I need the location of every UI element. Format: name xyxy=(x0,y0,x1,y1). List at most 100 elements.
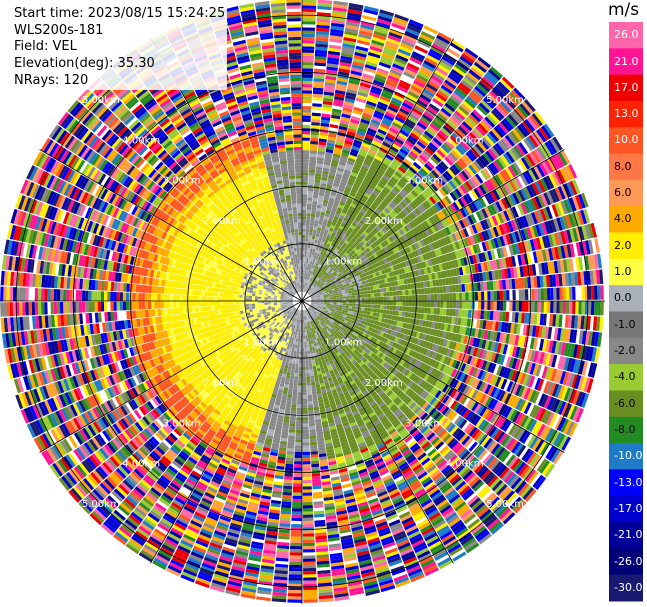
gate-cell xyxy=(305,279,308,283)
gate-cell xyxy=(405,184,413,192)
gate-cell xyxy=(322,278,326,282)
gate-cell xyxy=(317,0,333,4)
gate-cell xyxy=(306,286,309,290)
gate-cell xyxy=(397,110,409,119)
gate-cell xyxy=(414,143,424,152)
gate-cell xyxy=(339,303,343,306)
gate-cell xyxy=(344,140,353,146)
gate-cell xyxy=(336,80,348,86)
gate-cell xyxy=(335,86,347,92)
gate-cell xyxy=(389,286,393,292)
gate-cell xyxy=(367,198,374,204)
gate-cell xyxy=(376,18,392,26)
gate-cell xyxy=(372,140,382,147)
gate-cell xyxy=(370,293,375,298)
gate-cell xyxy=(420,65,434,75)
gate-cell xyxy=(396,295,400,301)
gate-cell xyxy=(377,214,384,221)
gate-cell xyxy=(320,273,324,277)
gate-cell xyxy=(313,226,318,231)
gate-cell xyxy=(337,263,342,268)
gate-cell xyxy=(320,183,327,188)
gate-cell xyxy=(457,58,472,69)
gate-cell xyxy=(427,105,438,115)
gate-cell xyxy=(310,271,314,275)
gate-cell xyxy=(449,301,453,309)
gate-cell xyxy=(305,228,310,233)
gate-cell xyxy=(374,297,378,301)
gate-cell xyxy=(377,296,381,301)
gate-cell xyxy=(303,285,305,289)
gate-cell xyxy=(315,166,323,171)
gate-cell xyxy=(369,121,380,129)
gate-cell xyxy=(486,71,499,83)
gate-cell xyxy=(362,73,374,80)
gate-cell xyxy=(338,68,351,74)
gate-cell xyxy=(332,156,340,162)
gate-cell xyxy=(435,66,449,77)
gate-cell xyxy=(364,157,373,164)
gate-cell xyxy=(349,239,355,245)
gate-cell xyxy=(305,269,307,273)
gate-cell xyxy=(349,174,357,181)
gate-cell xyxy=(311,274,314,278)
gate-cell xyxy=(312,258,316,263)
gate-cell xyxy=(375,196,383,203)
gate-cell xyxy=(427,80,440,90)
gate-cell xyxy=(307,194,313,198)
gate-cell xyxy=(377,292,381,297)
gate-cell xyxy=(361,294,365,298)
gate-cell xyxy=(369,91,380,99)
gate-cell xyxy=(396,134,406,143)
gate-cell xyxy=(332,250,337,256)
gate-cell xyxy=(405,301,409,307)
gate-cell xyxy=(453,130,464,141)
gate-cell xyxy=(377,15,393,23)
gate-cell xyxy=(318,221,323,225)
gate-cell xyxy=(515,301,519,312)
gate-cell xyxy=(384,83,396,91)
gate-cell xyxy=(334,226,339,231)
gate-cell xyxy=(332,218,338,224)
gate-cell xyxy=(454,110,466,121)
gate-cell xyxy=(355,177,363,184)
gate-cell xyxy=(323,249,328,254)
gate-cell xyxy=(311,118,321,123)
gate-cell xyxy=(315,172,322,177)
gate-cell xyxy=(333,236,338,241)
gate-cell xyxy=(314,52,327,57)
gate-cell xyxy=(302,156,309,160)
gate-cell xyxy=(388,72,401,80)
gate-cell xyxy=(407,115,418,124)
gate-cell xyxy=(428,103,440,113)
gate-cell xyxy=(368,48,382,56)
gate-cell xyxy=(352,298,356,301)
gate-cell xyxy=(354,194,362,200)
gate-cell xyxy=(342,40,356,46)
gate-cell xyxy=(302,46,315,50)
gate-cell xyxy=(349,73,362,79)
gate-cell xyxy=(364,294,368,298)
gate-cell xyxy=(416,156,426,165)
gate-cell xyxy=(361,304,365,308)
gate-cell xyxy=(314,279,317,284)
gate-cell xyxy=(440,84,453,95)
gate-cell xyxy=(364,301,368,305)
gate-cell xyxy=(379,288,384,293)
gate-cell xyxy=(321,113,331,118)
gate-cell xyxy=(324,260,328,264)
gate-cell xyxy=(399,178,407,187)
gate-cell xyxy=(394,195,402,203)
gate-cell xyxy=(307,188,314,192)
gate-cell xyxy=(337,167,345,173)
gate-cell xyxy=(417,39,431,49)
gate-cell xyxy=(493,301,497,311)
gate-cell xyxy=(340,178,348,184)
gate-cell xyxy=(326,142,335,148)
gate-cell xyxy=(366,58,379,65)
gate-cell xyxy=(317,274,321,278)
gate-cell xyxy=(310,140,319,145)
gate-cell xyxy=(329,32,344,37)
gate-cell xyxy=(427,307,431,314)
gate-cell xyxy=(321,205,327,210)
